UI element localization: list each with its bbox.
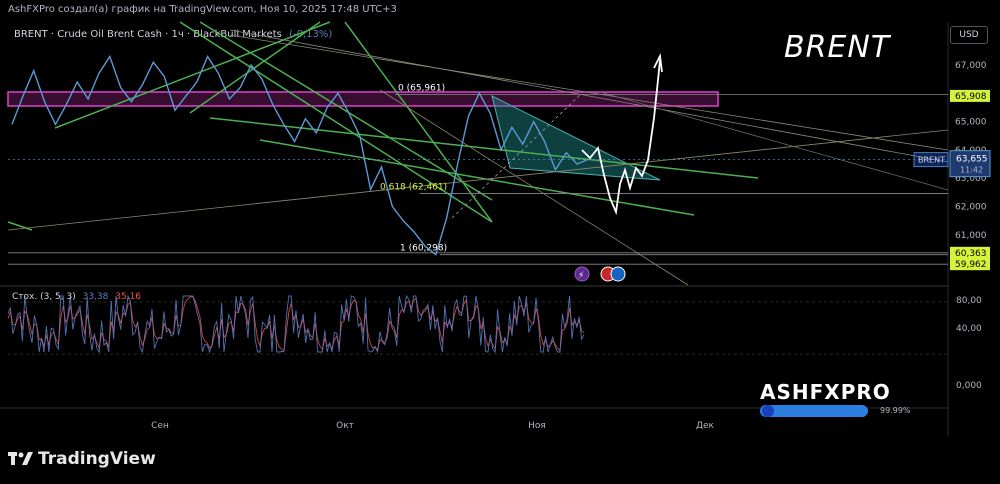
forecast-path[interactable] (581, 59, 661, 216)
watermark-brand: ASHFXPRO (760, 380, 891, 404)
progress-knob (762, 405, 774, 417)
lightning-glyph: ⚡ (578, 271, 584, 281)
fib-label-618: 0,618 (62,461) (380, 182, 447, 192)
tradingview-icon (8, 452, 33, 465)
stoch-d-line[interactable] (7, 295, 585, 352)
time-tick-label: Дек (696, 421, 715, 431)
price-tick-label: 63,000 (955, 174, 987, 184)
price-tick-label: 61,000 (955, 231, 987, 241)
forecast-arrowhead (653, 52, 663, 73)
price-level-text: 60,363 (955, 249, 987, 259)
time-tick-label: Ноя (528, 421, 546, 431)
price-level-tag (950, 246, 990, 259)
price-level-text: 65,908 (955, 92, 987, 102)
price-tick-label: 67,000 (955, 61, 987, 71)
price-tick-label: 62,000 (955, 203, 987, 213)
stoch-legend: Стох. (3, 5, 3) 33,38 35,16 (12, 292, 141, 302)
price-series-line[interactable] (11, 54, 589, 256)
stoch-tick-label: 80,00 (956, 296, 982, 306)
overlay-title: BRENT (784, 30, 891, 65)
current-price-text: 63,655 (956, 155, 988, 165)
stoch-k-value: 33,38 (82, 292, 109, 302)
price-level-tag (950, 89, 990, 102)
fib-connector[interactable] (451, 92, 583, 219)
trendline-green-2[interactable] (179, 21, 493, 223)
countdown-text: 11:42 (960, 166, 983, 175)
price-tick-label: 65,000 (955, 118, 987, 128)
symbol-line: BRENT · Crude Oil Brent Cash · 1ч · Blac… (14, 29, 282, 40)
trendline-green-5[interactable] (189, 21, 321, 114)
trendline-gray-2[interactable] (229, 29, 949, 163)
trendline-gray-1[interactable] (229, 34, 949, 151)
currency-button[interactable]: USD (950, 26, 988, 44)
tradingview-logo[interactable]: TradingView (8, 449, 156, 469)
current-symbol-tag (913, 152, 949, 168)
time-tick-label: Окт (336, 421, 354, 431)
trendline-green-6[interactable] (209, 117, 759, 179)
trendline-gray-3[interactable] (7, 129, 949, 231)
stoch-tick-label: 0,000 (956, 381, 982, 391)
time-tick-label: Сен (151, 421, 169, 431)
stoch-k-line[interactable] (7, 294, 585, 354)
price-level-text: 59,962 (955, 260, 987, 270)
stoch-tick-label: 40,00 (956, 324, 982, 334)
trendline-green-7[interactable] (259, 139, 695, 216)
symbol-legend: BRENT · Crude Oil Brent Cash · 1ч · Blac… (14, 29, 332, 40)
lightning-event-icon[interactable] (574, 266, 590, 282)
trendline-green-8[interactable] (7, 221, 33, 231)
trendline-gray-5[interactable] (599, 91, 949, 191)
stoch-d-value: 35,16 (115, 292, 142, 302)
change-text: (-0,13%) (289, 29, 333, 40)
current-symbol-text: BRENT (918, 156, 945, 165)
progress-fill (760, 405, 868, 417)
stoch-label: Стох. (3, 5, 3) (12, 292, 76, 302)
stoch-axis: 80,00 40,00 0,000 (956, 296, 982, 391)
triangle-pattern[interactable] (491, 95, 661, 181)
platform-name: TradingView (38, 449, 156, 469)
fib-label-1: 1 (60,298) (400, 244, 447, 254)
trendline-green-4[interactable] (199, 21, 493, 201)
attribution-text: AshFXPro создал(а) график на TradingView… (8, 4, 397, 15)
us-flag-event-icon-2[interactable] (610, 266, 626, 282)
watermark-percent: 99.99% (880, 406, 911, 415)
current-price-tag (949, 150, 991, 178)
price-level-tag (950, 258, 990, 271)
time-axis[interactable]: Сен Окт Ноя Дек (151, 421, 714, 431)
fib-label-0: 0 (65,961) (398, 83, 445, 93)
